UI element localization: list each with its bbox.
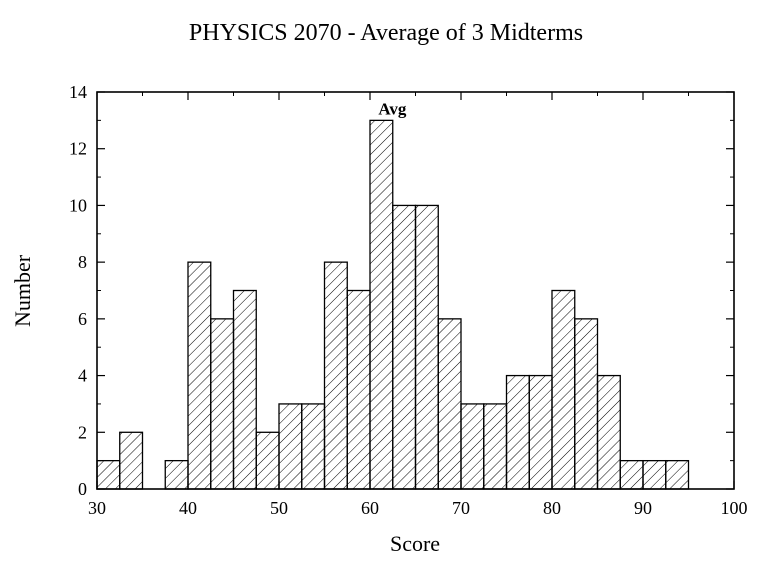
histogram-bar: [346, 289, 371, 490]
histogram-bar: [596, 374, 621, 490]
x-tick-label: 70: [452, 498, 470, 518]
y-tick-label: 0: [78, 479, 87, 499]
histogram-bar: [323, 261, 348, 490]
histogram-bar: [164, 459, 189, 490]
histogram-bar: [96, 459, 121, 490]
x-tick-label: 40: [179, 498, 197, 518]
x-axis-label: Score: [390, 531, 440, 556]
histogram-bar: [278, 403, 303, 490]
histogram-bar: [301, 403, 326, 490]
histogram-bar: [619, 459, 644, 490]
histogram-bar: [574, 318, 599, 490]
histogram-bar: [232, 289, 257, 490]
x-axis-ticks: 30 40 50 60 70 80 90 100: [88, 92, 748, 518]
chart-title: PHYSICS 2070 - Average of 3 Midterms: [189, 20, 583, 46]
x-tick-label: 100: [721, 498, 748, 518]
histogram-bar: [414, 204, 439, 490]
x-tick-label: 90: [634, 498, 652, 518]
y-axis-ticks: 0 2 4 6 8 10 12 14: [69, 82, 734, 499]
y-tick-label: 8: [78, 252, 87, 272]
x-tick-label: 60: [361, 498, 379, 518]
histogram-bar: [642, 459, 667, 490]
y-tick-label: 14: [69, 82, 87, 102]
histogram-bar: [460, 403, 485, 490]
y-axis-label: Number: [10, 254, 35, 327]
histogram-bar: [437, 318, 462, 490]
avg-annotation: Avg: [378, 99, 407, 118]
histogram-bar: [255, 431, 280, 490]
histogram-bar: [505, 374, 530, 490]
y-tick-label: 10: [69, 195, 87, 215]
y-tick-label: 12: [69, 139, 87, 159]
histogram-bar: [665, 459, 690, 490]
x-tick-label: 50: [270, 498, 288, 518]
histogram-bar: [210, 318, 235, 490]
histogram-bar: [483, 403, 508, 490]
histogram-bar: [369, 119, 394, 490]
y-tick-label: 2: [78, 422, 87, 442]
histogram-bar: [551, 289, 576, 490]
histogram-bar: [528, 374, 553, 490]
histogram-bar: [119, 431, 144, 490]
histogram-bar: [392, 204, 417, 490]
y-tick-label: 6: [78, 309, 87, 329]
x-tick-label: 30: [88, 498, 106, 518]
bars-group: [96, 119, 690, 490]
x-tick-label: 80: [543, 498, 561, 518]
y-tick-label: 4: [78, 366, 87, 386]
histogram-bar: [187, 261, 212, 490]
